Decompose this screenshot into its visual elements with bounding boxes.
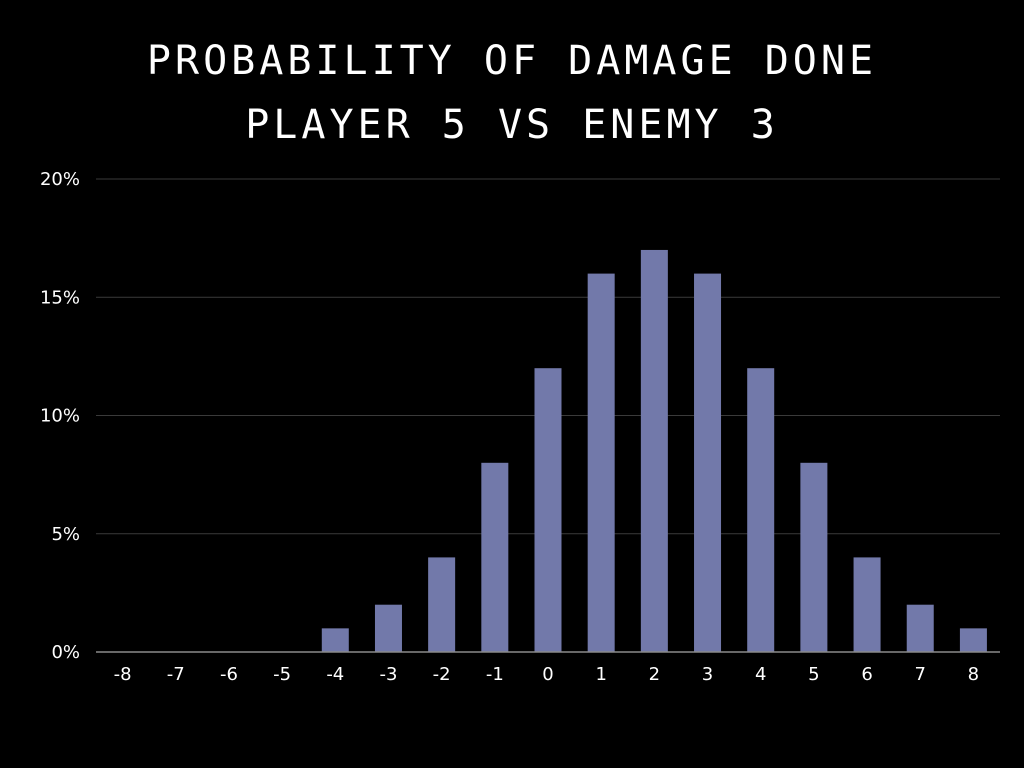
x-tick-label: 1 bbox=[595, 664, 606, 685]
bar--4 bbox=[321, 628, 349, 652]
bar-7 bbox=[906, 604, 934, 652]
bar--2 bbox=[428, 557, 456, 652]
y-tick-label: 20% bbox=[40, 169, 80, 190]
bar-0 bbox=[534, 368, 562, 652]
x-tick-label: -1 bbox=[486, 664, 504, 685]
x-tick-label: -5 bbox=[273, 664, 291, 685]
x-tick-label: -3 bbox=[379, 664, 397, 685]
bar-4 bbox=[747, 368, 775, 652]
x-tick-label: 7 bbox=[915, 664, 926, 685]
x-tick-label: 3 bbox=[702, 664, 713, 685]
y-tick-label: 0% bbox=[51, 642, 80, 663]
bar--3 bbox=[374, 604, 402, 652]
y-tick-label: 15% bbox=[40, 287, 80, 308]
x-tick-label: 6 bbox=[861, 664, 872, 685]
x-tick-label: 0 bbox=[542, 664, 553, 685]
bar-8 bbox=[959, 628, 987, 652]
x-tick-label: 4 bbox=[755, 664, 766, 685]
x-tick-label: -7 bbox=[167, 664, 185, 685]
x-tick-label: -2 bbox=[433, 664, 451, 685]
x-tick-label: -6 bbox=[220, 664, 238, 685]
x-tick-label: -8 bbox=[114, 664, 132, 685]
bar-2 bbox=[640, 249, 668, 652]
x-tick-label: -4 bbox=[326, 664, 344, 685]
bar-1 bbox=[587, 273, 615, 652]
bar--1 bbox=[481, 462, 509, 652]
x-tick-label: 2 bbox=[649, 664, 660, 685]
bar-6 bbox=[853, 557, 881, 652]
chart-title: PROBABILITY OF DAMAGE DONE bbox=[146, 38, 878, 84]
chart-subtitle: PLAYER 5 VS ENEMY 3 bbox=[245, 102, 779, 148]
x-tick-label: 8 bbox=[968, 664, 979, 685]
y-tick-label: 10% bbox=[40, 406, 80, 427]
bar-3 bbox=[694, 273, 722, 652]
bar-5 bbox=[800, 462, 828, 652]
x-tick-label: 5 bbox=[808, 664, 819, 685]
y-tick-label: 5% bbox=[51, 524, 80, 545]
